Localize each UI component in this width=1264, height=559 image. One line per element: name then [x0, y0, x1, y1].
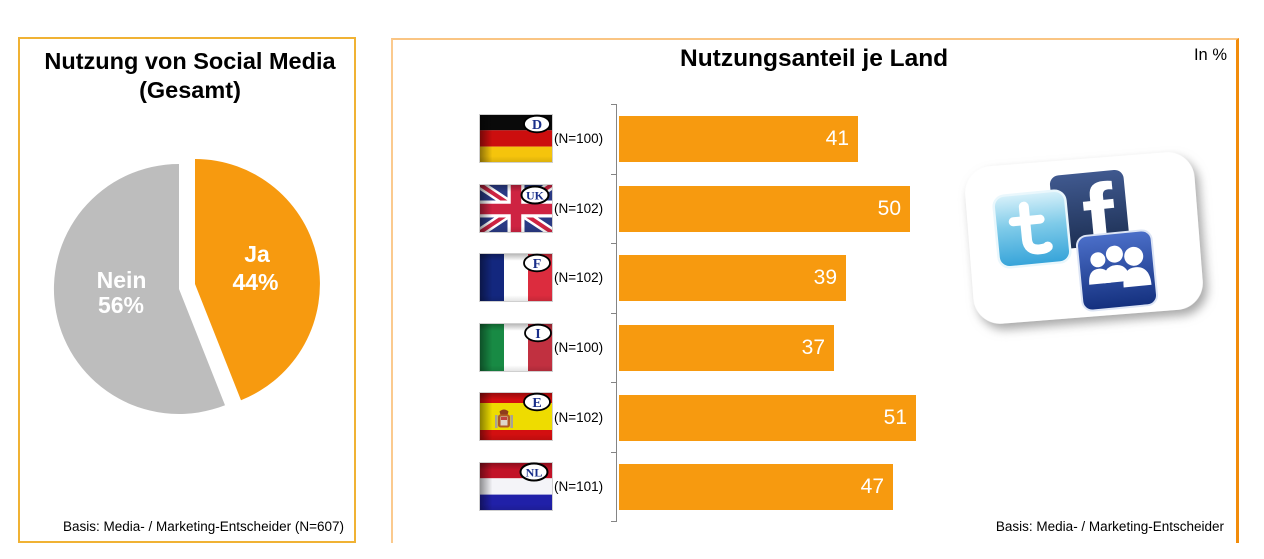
svg-text:NL: NL — [526, 466, 543, 480]
svg-text:F: F — [533, 257, 542, 272]
svg-text:44%: 44% — [232, 269, 278, 295]
svg-text:56%: 56% — [98, 292, 144, 318]
svg-text:D: D — [532, 118, 542, 133]
svg-text:Nein: Nein — [97, 267, 147, 293]
svg-text:UK: UK — [526, 189, 545, 203]
svg-text:E: E — [532, 396, 541, 411]
svg-text:Ja: Ja — [244, 241, 270, 267]
svg-text:I: I — [535, 327, 540, 342]
